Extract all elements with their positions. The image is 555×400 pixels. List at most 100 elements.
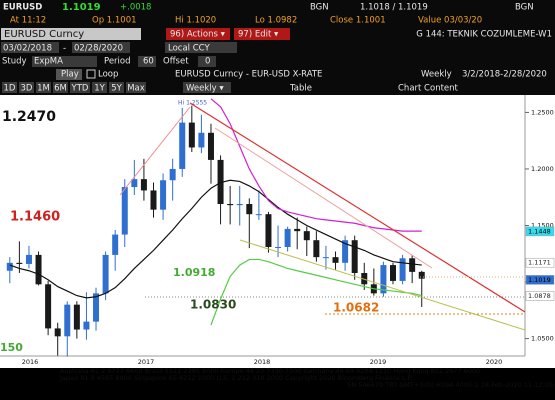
- study-box[interactable]: [32, 56, 97, 67]
- period-button[interactable]: [126, 82, 146, 93]
- candle-body: [227, 204, 234, 206]
- period-label[interactable]: 6M: [54, 84, 67, 94]
- period-label[interactable]: 5Y: [111, 84, 122, 94]
- footer-line: Australia 61 2 9777 8600 Brazil 5511 239…: [60, 367, 480, 375]
- chart-content[interactable]: Chart Content: [398, 84, 459, 94]
- price-tag-label: 1.1019: [528, 276, 551, 284]
- footer-line: Japan 81 3 4565 8900 Singapore 65 6212 1…: [59, 374, 413, 382]
- offset-box[interactable]: [198, 56, 216, 67]
- actions-button[interactable]: [166, 28, 230, 40]
- dash: -: [63, 44, 66, 54]
- chart-bg: [0, 95, 555, 368]
- play[interactable]: Play: [61, 70, 79, 80]
- period-label[interactable]: 3D: [21, 84, 33, 94]
- open: Op 1.1001: [92, 16, 137, 26]
- chart-title: EURUSD Curncy - EUR-USD X-RATE: [175, 70, 322, 80]
- x-tick-label: 2016: [22, 358, 39, 366]
- candle-body: [313, 240, 320, 258]
- candle-body: [265, 214, 272, 247]
- price-tag: [525, 226, 555, 237]
- candle-body: [275, 246, 282, 248]
- candle-body: [351, 240, 358, 273]
- annotation: 1.0918: [173, 266, 215, 279]
- security[interactable]: EURUSD Curncy: [4, 29, 84, 40]
- edit-button[interactable]: [234, 28, 290, 40]
- period-button[interactable]: [92, 82, 107, 93]
- candle-body: [342, 240, 349, 263]
- offset[interactable]: 0: [205, 57, 210, 67]
- frequency-menu[interactable]: Weekly ▾: [186, 84, 224, 94]
- actions[interactable]: 96) Actions ▾: [170, 30, 226, 40]
- loop[interactable]: Loop: [98, 70, 118, 80]
- play-button[interactable]: [56, 69, 82, 80]
- bgn: BGN: [515, 3, 534, 13]
- edit[interactable]: 97) Edit ▾: [238, 30, 279, 40]
- table[interactable]: Table: [289, 84, 312, 94]
- candle-body: [322, 257, 329, 259]
- value-date: Value 03/03/20: [418, 16, 482, 26]
- candle-body: [179, 122, 186, 169]
- candle-body: [112, 234, 119, 255]
- low: Lo 1.0982: [255, 16, 297, 26]
- bgn: BGN: [310, 3, 329, 13]
- period-label[interactable]: Max: [127, 84, 145, 94]
- currency-box[interactable]: [165, 42, 237, 53]
- candle-body: [284, 228, 291, 247]
- candle-body: [93, 293, 100, 322]
- period-label[interactable]: 1D: [4, 84, 16, 94]
- annotation: 1.0830: [190, 298, 236, 312]
- end-date-box[interactable]: [72, 42, 130, 53]
- period-button[interactable]: [53, 82, 68, 93]
- candle-body: [303, 231, 310, 241]
- candle-body: [246, 204, 253, 215]
- price-tag: [525, 275, 555, 285]
- page-title: G 144: TEKNIK COZUMLEME-W1: [416, 30, 552, 40]
- candle-body: [45, 284, 52, 329]
- candle-body: [332, 257, 339, 263]
- candle-body: [131, 179, 138, 188]
- loop-checkbox[interactable]: [86, 69, 96, 79]
- price-tag: [525, 291, 555, 301]
- last-price: 1.1019: [62, 2, 101, 13]
- end-date[interactable]: 02/28/2020: [74, 44, 123, 54]
- period-label[interactable]: YTD: [71, 84, 89, 94]
- candle-body: [83, 321, 90, 330]
- period-box[interactable]: [138, 56, 156, 67]
- candle-body: [399, 258, 406, 281]
- period-label: Period: [104, 57, 131, 67]
- candle-body: [207, 132, 214, 160]
- x-tick-label: 2019: [370, 358, 387, 366]
- period-label[interactable]: 1Y: [94, 84, 105, 94]
- period-button[interactable]: [36, 82, 51, 93]
- period-button[interactable]: [2, 82, 17, 93]
- period[interactable]: 60: [143, 57, 154, 67]
- at-time: At 11:12: [10, 16, 46, 26]
- candle-body: [54, 328, 61, 337]
- period-button[interactable]: [70, 82, 90, 93]
- trend-line: [189, 102, 526, 313]
- candle-body: [102, 254, 109, 294]
- period-button[interactable]: [19, 82, 34, 93]
- trend-line: [119, 106, 191, 196]
- indicator-line: [210, 258, 422, 326]
- study[interactable]: ExpMA: [34, 57, 63, 67]
- trend-line: [239, 239, 526, 331]
- candle-body: [73, 304, 80, 330]
- frequency-menu-box[interactable]: [183, 82, 231, 93]
- candle-body: [255, 214, 262, 216]
- period-label[interactable]: 1M: [37, 84, 50, 94]
- high: Hi 1.1020: [175, 16, 216, 26]
- security-input[interactable]: [1, 28, 141, 40]
- currency[interactable]: Local CCY: [168, 44, 210, 54]
- start-date[interactable]: 03/02/2018: [3, 44, 52, 54]
- candle-body: [121, 187, 128, 235]
- close: Close 1.1001: [330, 16, 386, 26]
- candle-body: [169, 168, 176, 181]
- candle-body: [6, 262, 13, 271]
- candle-body: [409, 258, 416, 272]
- candle-body: [160, 180, 167, 210]
- price-tag: [525, 257, 555, 268]
- start-date-box[interactable]: [1, 42, 59, 53]
- x-tick-label: 2020: [486, 358, 503, 366]
- period-button[interactable]: [109, 82, 124, 93]
